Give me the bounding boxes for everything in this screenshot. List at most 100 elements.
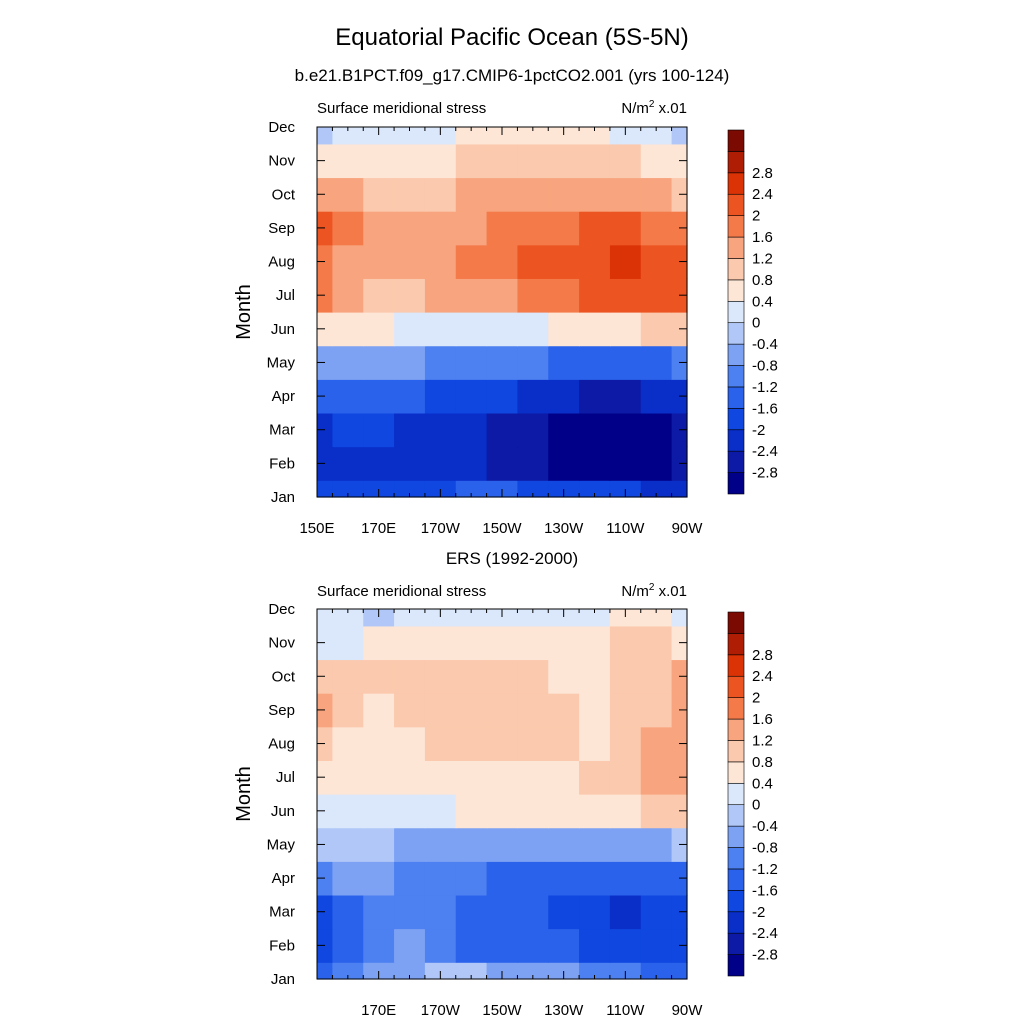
heatmap-cell [640,446,673,481]
heatmap-cell [640,609,673,627]
heatmap-cell [424,609,457,627]
colorbar-label: 2.8 [752,165,773,182]
heatmap-cell [548,345,580,380]
heatmap-cell [332,962,364,980]
colorbar-box [727,675,745,698]
y-tick-label: Oct [272,186,296,203]
heatmap-cell [579,480,611,498]
heatmap-cell [455,693,488,728]
heatmap-cell [455,861,488,896]
heatmap-cell [332,211,364,246]
heatmap-cell [363,693,395,728]
heatmap-cell [548,177,580,212]
heatmap-cell [640,127,673,145]
y-tick-label: Jan [271,489,295,506]
heatmap-cell [394,379,426,414]
heatmap-cell [363,480,395,498]
heatmap-cell [486,480,519,498]
heatmap-cell [332,379,364,414]
heatmap-cell [640,693,673,728]
heatmap-cell [548,726,580,761]
heatmap-cell [609,211,642,246]
heatmap-cell [548,625,580,661]
heatmap-cell [548,794,580,829]
colorbar-box [727,215,745,238]
heatmap-cell [640,827,673,862]
heatmap-cell [332,412,364,448]
colorbar-box [727,611,745,634]
colorbar-box [727,868,745,891]
heatmap-cell [394,928,426,963]
y-tick-label: Dec [268,119,295,136]
heatmap-cell [424,278,457,313]
y-ticks: Jan Feb Mar Apr May Jun Jul Aug Sep Oct Nov Dec [267,601,687,988]
colorbar-label: -0.8 [752,840,778,857]
heatmap-cell [609,962,642,980]
units-base: N/m [621,583,649,600]
heatmap-cell [317,345,334,380]
heatmap-cell [486,345,519,380]
heatmap-cell [317,693,334,728]
colorbar-label: -2 [752,904,765,921]
heatmap-cell [317,127,334,145]
heatmap-cell [579,625,611,661]
heatmap-cell [579,379,611,414]
y-tick-label: Sep [268,702,295,719]
heatmap-cell [609,127,642,145]
colorbar-label: 1.6 [752,229,773,246]
colorbar: -2.8 -2.4 -2 -1.6 -1.2 -0.8 -0.4 0 0.4 0.8 1.2 1.6 2… [727,611,778,977]
heatmap-cell [517,861,549,896]
colorbar-box [727,408,745,431]
heatmap-cell [332,278,364,313]
heatmap-cell [455,625,488,661]
colorbar-box [727,386,745,409]
heatmap-cell [609,760,642,795]
y-tick-label: Dec [268,601,295,618]
heatmap-cell [517,760,549,795]
left-string: Surface meridional stress [317,583,486,600]
heatmap-cell [424,211,457,246]
colorbar-box [727,472,745,495]
heatmap-cell [579,760,611,795]
y-axis-title: Month [233,766,255,822]
heatmap-cell [332,827,364,862]
heatmap-cell [517,211,549,246]
heatmap-cell [671,609,688,627]
heatmap-cell [517,928,549,963]
heatmap-cell [486,659,519,694]
colorbar-box [727,258,745,281]
heatmap-cell [363,312,395,347]
heatmap-cell [424,861,457,896]
heatmap-cell [548,446,580,481]
heatmap-cell [486,244,519,279]
heatmap-cell [332,312,364,347]
x-tick-label: 150W [482,520,522,537]
y-tick-label: Mar [269,904,295,921]
units-label: N/m2 x.01 [621,99,687,117]
heatmap-cell [317,177,334,212]
heatmap-cell [640,480,673,498]
colorbar-label: 2.4 [752,668,773,685]
colorbar-box [727,782,745,805]
heatmap-cell [317,379,334,414]
heatmap-cell [424,312,457,347]
heatmap-cell [640,244,673,279]
heatmap-cell [579,659,611,694]
heatmap-cell [640,278,673,313]
heatmap-cell [640,861,673,896]
heatmap-cell [363,894,395,930]
heatmap-cell [455,278,488,313]
heatmap-cell [394,609,426,627]
heatmap-cell [609,143,642,179]
colorbar-label: 1.6 [752,711,773,728]
heatmap-cell [486,625,519,661]
colorbar-label: -2.8 [752,947,778,964]
heatmap-cell [548,480,580,498]
heatmap-cell [424,726,457,761]
y-tick-label: Oct [272,668,296,685]
heatmap-cell [640,177,673,212]
heatmap-cell [517,177,549,212]
heatmap-cell [424,244,457,279]
heatmap-cell [424,143,457,179]
heatmap-cell [517,962,549,980]
